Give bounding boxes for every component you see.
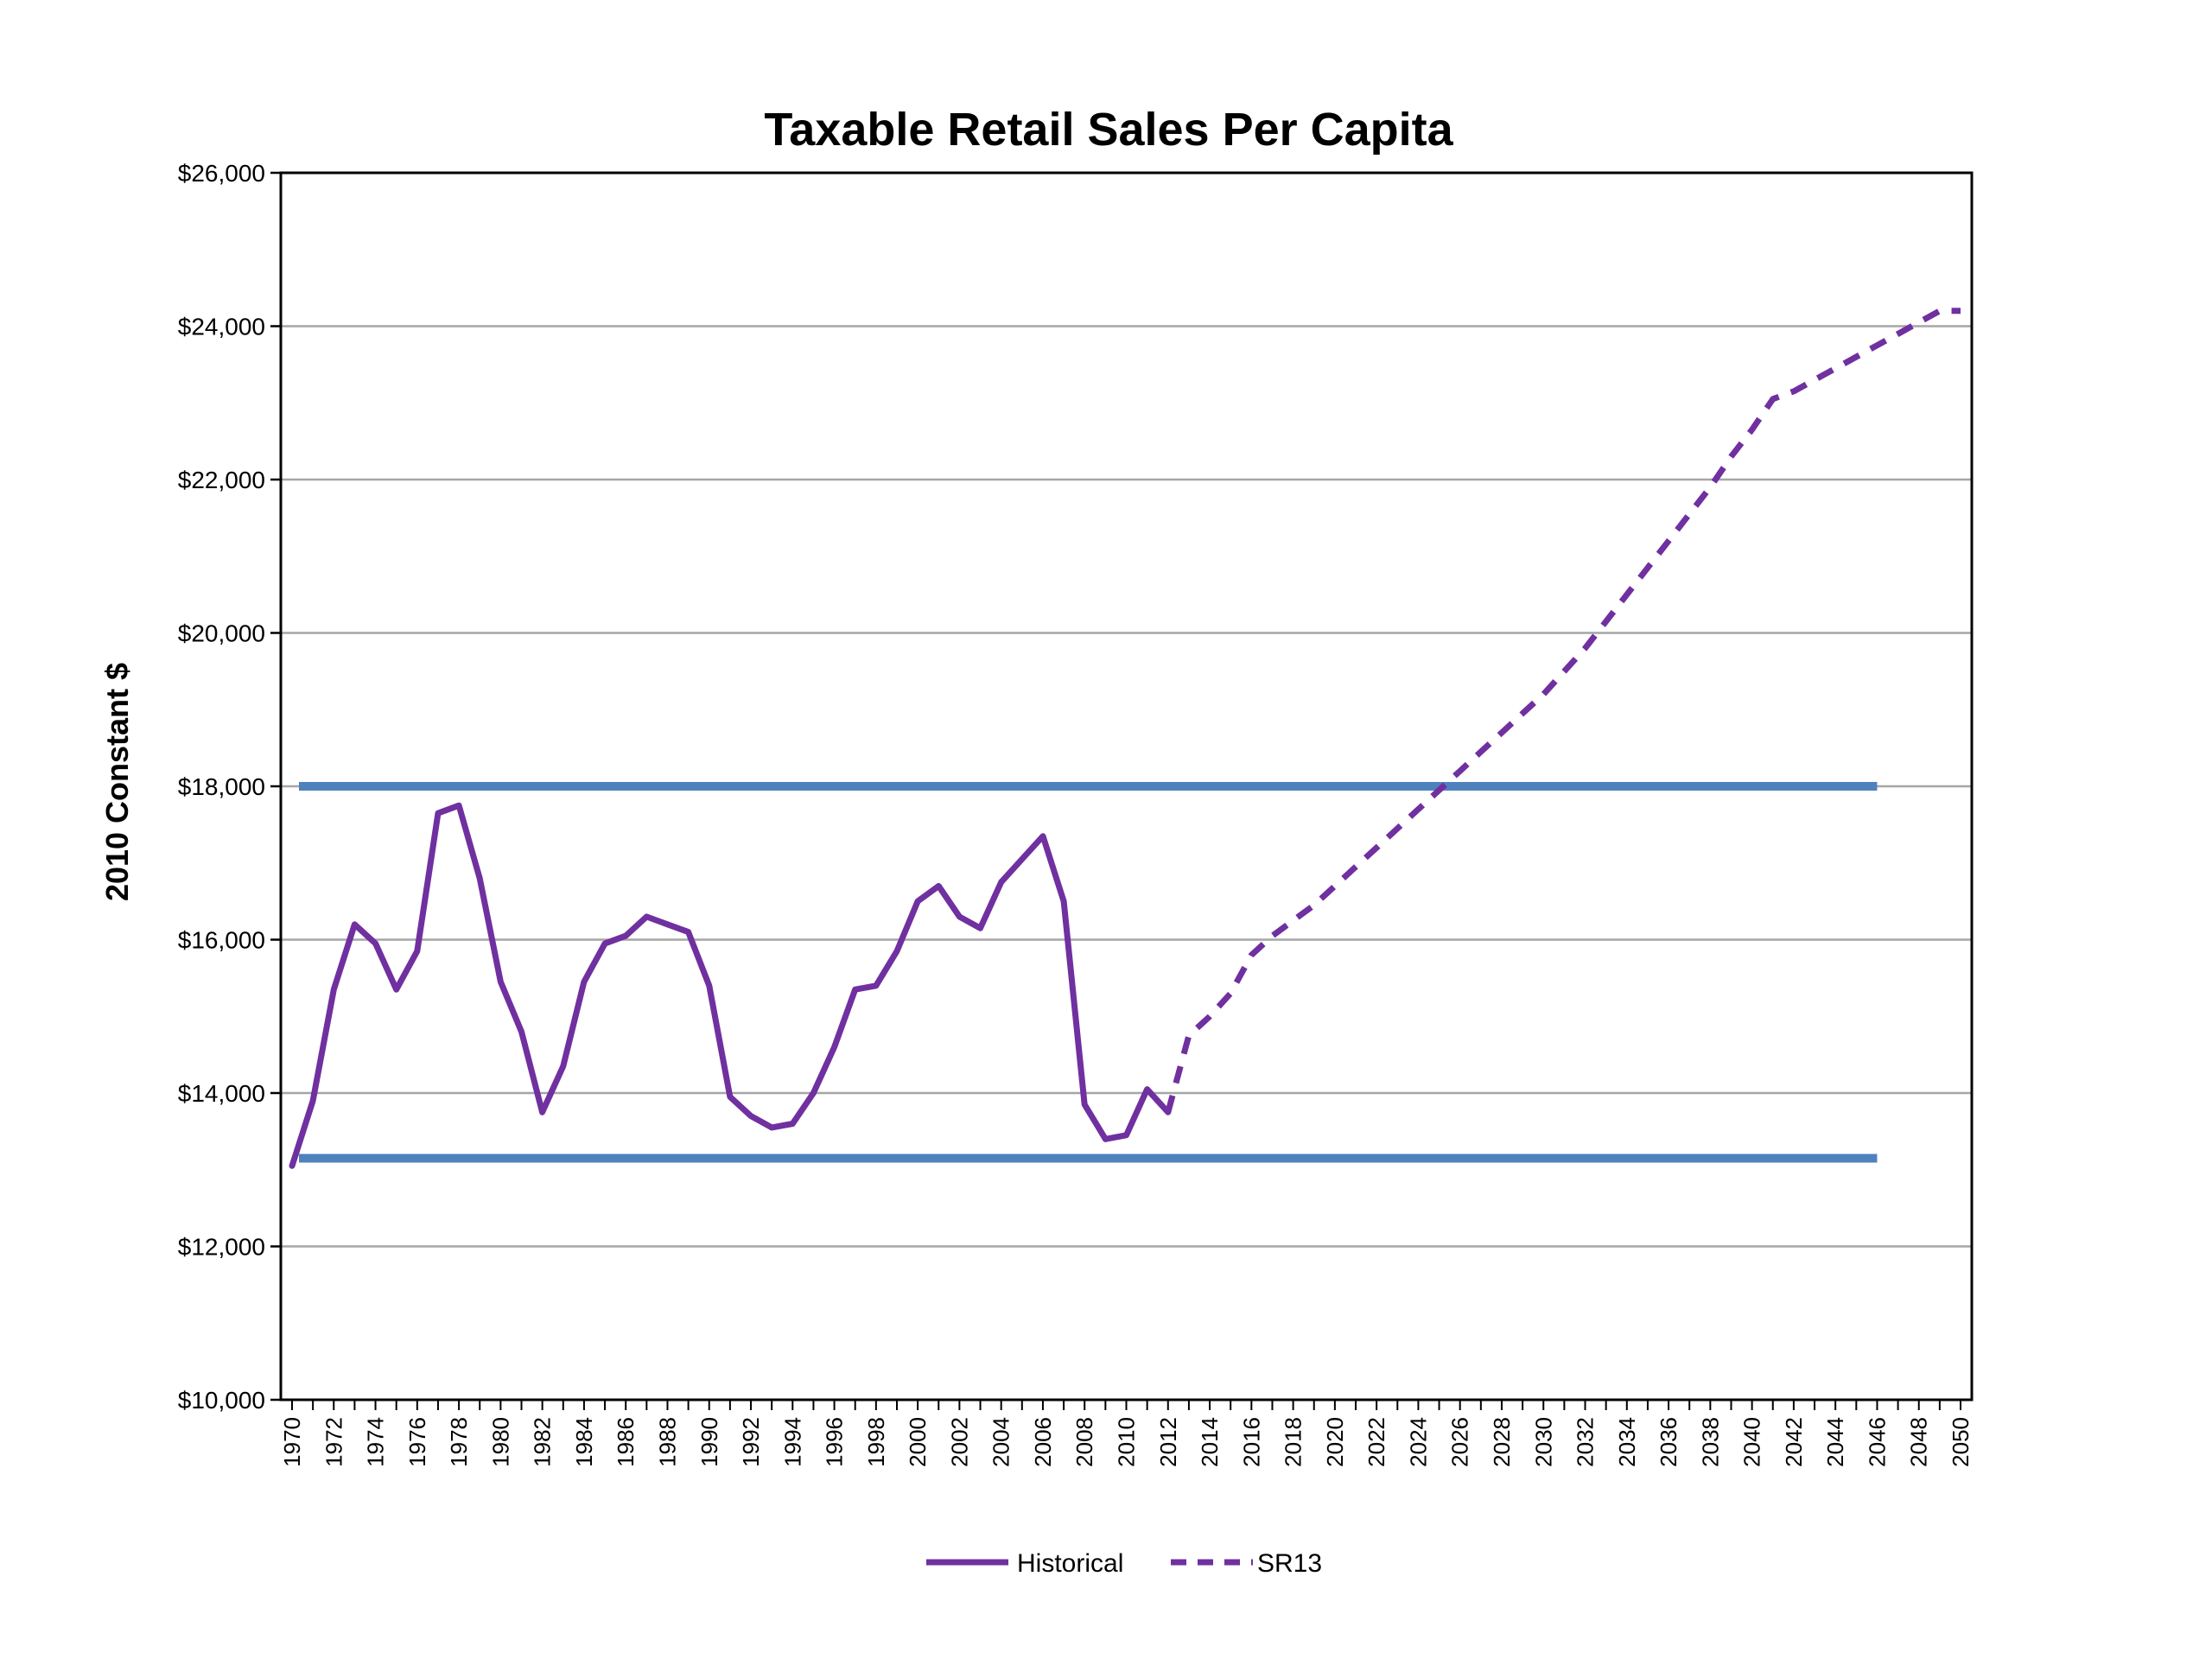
y-tick-label: $22,000: [178, 467, 265, 493]
y-tick-label: $12,000: [178, 1234, 265, 1261]
x-tick-label: 1984: [571, 1417, 597, 1467]
x-tick-label: 2040: [1739, 1417, 1765, 1467]
x-tick-label: 1994: [779, 1417, 805, 1467]
y-tick-label: $26,000: [178, 160, 265, 187]
y-tick-label: $14,000: [178, 1080, 265, 1107]
x-tick-label: 1972: [321, 1417, 346, 1467]
x-tick-label: 2038: [1697, 1417, 1723, 1467]
x-tick-label: 1970: [279, 1417, 305, 1467]
y-axis-label: 2010 Constant $: [99, 663, 135, 901]
x-tick-label: 2048: [1906, 1417, 1932, 1467]
y-axis-ticks: $10,000 $12,000 $14,000 $16,000 $18,000 $20,0…: [178, 160, 281, 1414]
x-tick-label: 1992: [738, 1417, 764, 1467]
x-tick-label: 2004: [988, 1417, 1014, 1467]
x-tick-label: 2002: [946, 1417, 972, 1467]
x-tick-label: 1988: [654, 1417, 680, 1467]
x-tick-label: 2008: [1071, 1417, 1097, 1467]
x-tick-label: 1976: [404, 1417, 430, 1467]
x-axis-ticks: 1970 1972 1974 1976 1978 1980 1982 1984 1986 1988…: [279, 1400, 1974, 1467]
x-tick-label: 2042: [1781, 1417, 1807, 1467]
y-tick-label: $24,000: [178, 314, 265, 340]
x-tick-label: 2018: [1281, 1417, 1306, 1467]
reference-lines: [299, 782, 1878, 1163]
x-tick-label: 2014: [1197, 1417, 1223, 1467]
x-tick-label: 1982: [530, 1417, 556, 1467]
legend-label: SR13: [1257, 1549, 1322, 1578]
x-tick-label: 1996: [822, 1417, 848, 1467]
x-tick-label: 2044: [1822, 1417, 1848, 1467]
y-tick-label: $16,000: [178, 927, 265, 954]
x-tick-label: 2000: [905, 1417, 931, 1467]
x-tick-label: 2026: [1447, 1417, 1473, 1467]
x-tick-label: 2016: [1238, 1417, 1264, 1467]
x-tick-label: 2050: [1948, 1417, 1974, 1467]
x-tick-label: 2032: [1573, 1417, 1599, 1467]
x-tick-label: 2024: [1405, 1417, 1431, 1467]
x-tick-label: 2034: [1614, 1417, 1640, 1467]
x-tick-label: 1990: [696, 1417, 722, 1467]
chart-title: Taxable Retail Sales Per Capita: [764, 104, 1453, 156]
legend-label: Historical: [1017, 1549, 1123, 1578]
x-tick-label: 1986: [613, 1417, 639, 1467]
series-lines: [289, 308, 1961, 1169]
series-line-historical: [289, 802, 1172, 1169]
x-tick-label: 2022: [1363, 1417, 1389, 1467]
x-tick-label: 1998: [863, 1417, 889, 1467]
x-tick-label: 2030: [1530, 1417, 1556, 1467]
x-tick-label: 2006: [1030, 1417, 1056, 1467]
x-tick-label: 2028: [1489, 1417, 1515, 1467]
series-line-sr13: [1165, 308, 1961, 1114]
y-tick-label: $10,000: [178, 1387, 265, 1414]
legend: Historical SR13: [926, 1549, 1322, 1578]
y-tick-label: $20,000: [178, 620, 265, 647]
y-tick-label: $18,000: [178, 773, 265, 800]
x-tick-label: 2012: [1155, 1417, 1181, 1467]
x-tick-label: 2010: [1114, 1417, 1140, 1467]
x-tick-label: 1980: [487, 1417, 513, 1467]
x-tick-label: 2020: [1322, 1417, 1348, 1467]
x-tick-label: 1978: [446, 1417, 472, 1467]
x-tick-label: 2036: [1656, 1417, 1681, 1467]
x-tick-label: 1974: [363, 1417, 389, 1467]
x-tick-label: 2046: [1864, 1417, 1890, 1467]
